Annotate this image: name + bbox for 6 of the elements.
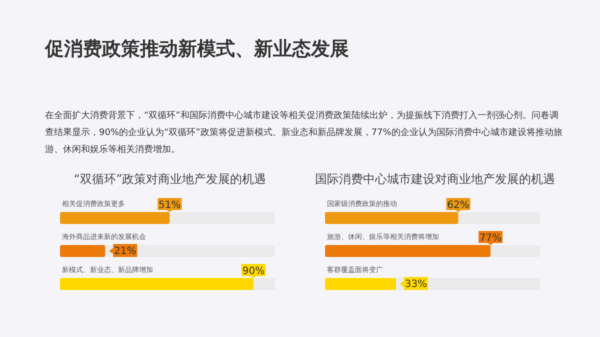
text: 促消费政策推动新模式、新业态发展 [45,37,350,62]
text: 在全面扩大消费背景下，“双循环”和国际消费中心城市建设等相关促消费政策陆续出炉，为提振线下消费打入一剂强心剂。问卷调查结果显示，90%的企业认为“双循环”政策将促进新模式、新业态和新品牌发展，77%的企业认为国际消费中心城市建设将推动旅游、休闲和娱乐等相关消费增加。 [45,110,564,157]
data-label: 33% [404,279,428,290]
data-label: 21% [114,246,136,257]
chart-title: 国际消费中心城市建设对商业地产发展的机遇 [315,172,555,186]
chart-title: “双循环”政策对商业地产发展的机遇 [74,172,266,186]
